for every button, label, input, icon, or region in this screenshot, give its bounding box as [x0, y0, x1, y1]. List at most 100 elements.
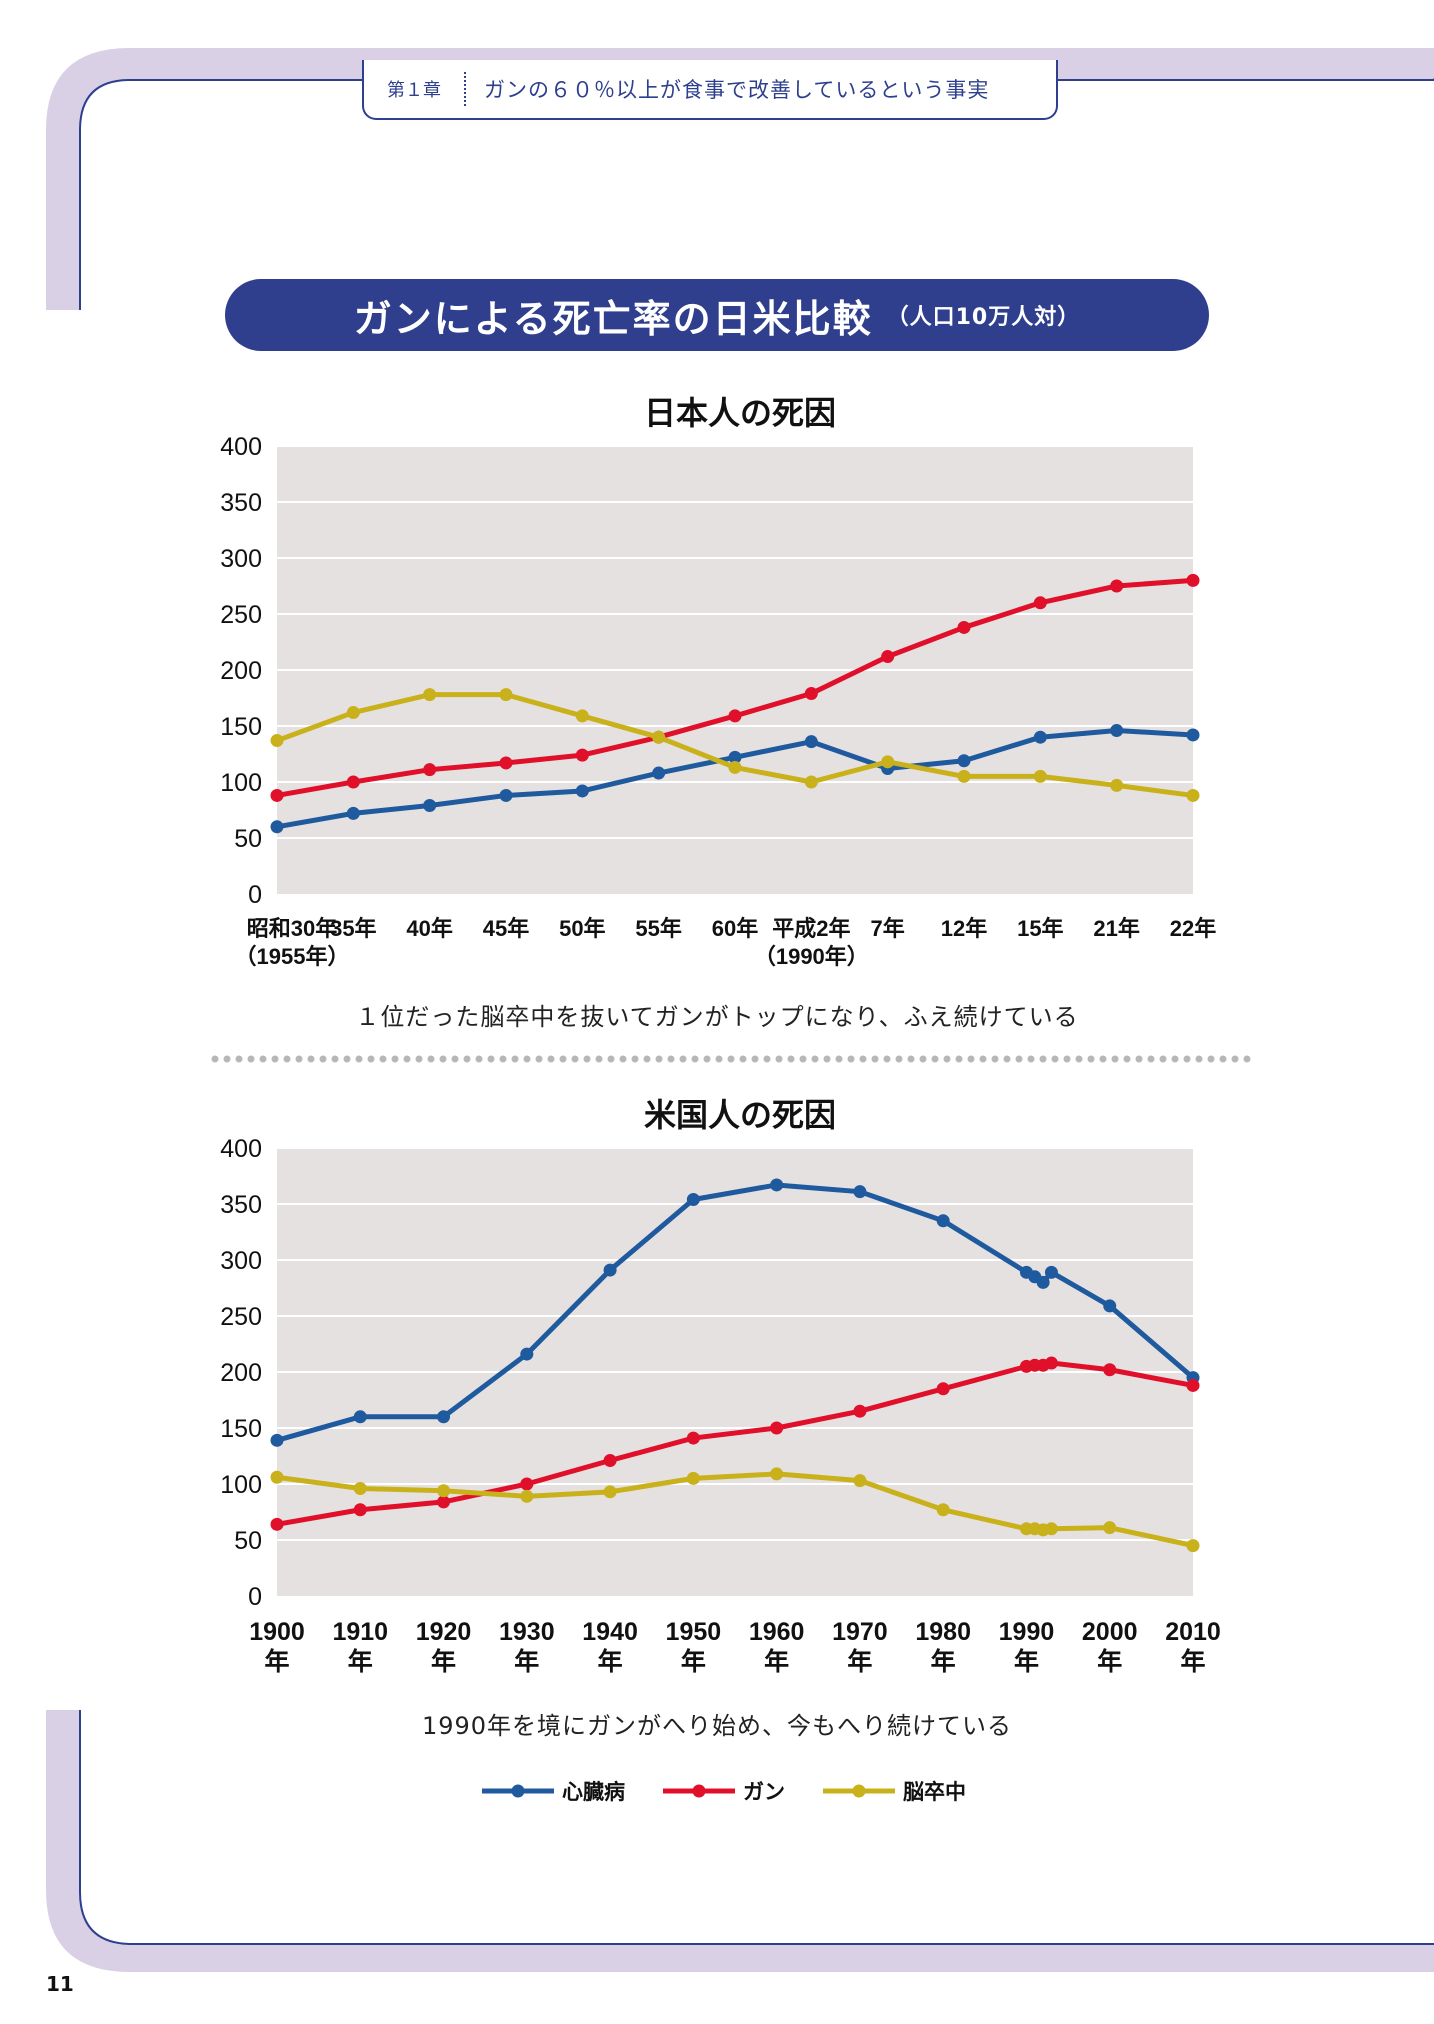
x-tick-label: 1920	[416, 1618, 472, 1646]
data-point-heart	[728, 750, 742, 764]
x-tick-label: 1960	[749, 1618, 805, 1646]
data-point-cancer	[270, 1517, 284, 1531]
x-tick-label: 40年	[406, 916, 452, 941]
data-point-stroke	[499, 688, 513, 702]
data-point-cancer	[423, 763, 437, 777]
data-point-cancer	[575, 748, 589, 762]
banner-title: ガンによる死亡率の日米比較	[353, 296, 873, 341]
data-point-heart	[270, 820, 284, 834]
x-tick-label: 21年	[1093, 916, 1139, 941]
data-point-cancer	[770, 1421, 784, 1435]
data-point-stroke	[881, 755, 895, 769]
chapter-separator	[464, 72, 466, 106]
data-point-stroke	[1186, 788, 1200, 802]
data-point-heart	[603, 1263, 617, 1277]
data-point-cancer	[603, 1453, 617, 1467]
y-tick-label: 100	[220, 1471, 262, 1499]
data-point-cancer	[881, 650, 895, 664]
x-tick-label: 55年	[635, 916, 681, 941]
x-tick-label: 45年	[483, 916, 529, 941]
data-point-cancer	[804, 687, 818, 701]
data-point-heart	[1044, 1265, 1058, 1279]
frame-top-line	[79, 79, 362, 131]
chapter-header: 第１章 ガンの６０％以上が食事で改善しているという事実	[362, 60, 1058, 120]
data-point-heart	[652, 766, 666, 780]
data-point-heart	[1110, 723, 1124, 737]
x-tick-label: 1980	[915, 1618, 971, 1646]
data-point-stroke	[1044, 1522, 1058, 1536]
legend-swatch-heart	[482, 1784, 554, 1798]
chart-title: 米国人の死因	[644, 1097, 836, 1133]
y-tick-label: 350	[220, 489, 262, 517]
data-point-stroke	[423, 688, 437, 702]
data-point-stroke	[346, 706, 360, 720]
data-point-cancer	[437, 1495, 451, 1509]
y-tick-label: 250	[220, 1303, 262, 1331]
x-tick-label-line2: （1990年）	[754, 944, 869, 969]
data-point-cancer	[499, 756, 513, 770]
y-tick-label: 350	[220, 1191, 262, 1219]
data-point-heart	[270, 1433, 284, 1447]
data-point-stroke	[1103, 1521, 1117, 1535]
section-divider	[211, 1055, 1259, 1063]
frame-bottom-left	[46, 1710, 1434, 1972]
data-point-stroke	[520, 1489, 534, 1503]
x-tick-label-line2: 年	[1180, 1647, 1205, 1676]
data-point-heart	[520, 1347, 534, 1361]
y-tick-label: 250	[220, 601, 262, 629]
data-point-heart	[936, 1214, 950, 1228]
data-point-heart	[1103, 1299, 1117, 1313]
data-point-stroke	[437, 1484, 451, 1498]
x-tick-label: 1940	[582, 1618, 638, 1646]
legend-swatch-stroke	[823, 1784, 895, 1798]
x-tick-label: 1910	[332, 1618, 388, 1646]
y-tick-label: 100	[220, 769, 262, 797]
legend-swatch-cancer	[663, 1784, 735, 1798]
y-tick-label: 200	[220, 657, 262, 685]
legend-label: 心臓病	[562, 1780, 625, 1804]
x-tick-label-line2: 年	[348, 1647, 373, 1676]
x-tick-label-line2: 年	[1097, 1647, 1122, 1676]
y-tick-label: 50	[234, 1527, 262, 1555]
banner-subtitle: （人口10万人対）	[886, 305, 1081, 330]
data-point-heart	[499, 788, 513, 802]
data-point-cancer	[346, 775, 360, 789]
x-tick-label: 1930	[499, 1618, 555, 1646]
y-tick-label: 0	[248, 881, 262, 909]
data-point-stroke	[652, 730, 666, 744]
data-point-heart	[1036, 1275, 1050, 1289]
data-point-stroke	[728, 760, 742, 774]
data-point-cancer	[1186, 573, 1200, 587]
data-point-heart	[686, 1193, 700, 1207]
chapter-title: ガンの６０％以上が食事で改善しているという事実	[484, 78, 990, 102]
page-number: 11	[46, 1972, 74, 1996]
data-point-stroke	[804, 775, 818, 789]
x-tick-label: 7年	[871, 916, 905, 941]
data-point-cancer	[957, 620, 971, 634]
x-tick-label: 35年	[330, 916, 376, 941]
x-tick-label-line2: 年	[264, 1647, 289, 1676]
data-point-stroke	[270, 1470, 284, 1484]
data-point-heart	[957, 754, 971, 768]
x-tick-label: 22年	[1170, 916, 1216, 941]
data-point-stroke	[936, 1503, 950, 1517]
y-tick-label: 0	[248, 1583, 262, 1611]
x-tick-label: 1990	[999, 1618, 1055, 1646]
data-point-stroke	[575, 709, 589, 723]
legend-item-cancer: ガン	[661, 1776, 785, 1806]
data-point-stroke	[686, 1471, 700, 1485]
x-tick-label-line2: 年	[931, 1647, 956, 1676]
data-point-stroke	[603, 1485, 617, 1499]
japan-chart: 日本人の死因 0 50 100 150 200 250 300 350 400 昭和30年 （1955…	[220, 395, 1216, 969]
x-tick-label: 50年	[559, 916, 605, 941]
y-tick-label: 400	[220, 433, 262, 461]
data-point-stroke	[853, 1474, 867, 1488]
data-point-heart	[1033, 730, 1047, 744]
data-point-heart	[346, 806, 360, 820]
data-point-cancer	[1110, 579, 1124, 593]
data-point-cancer	[1103, 1363, 1117, 1377]
x-tick-label-line2: 年	[764, 1647, 789, 1676]
data-point-heart	[575, 784, 589, 798]
y-tick-label: 200	[220, 1359, 262, 1387]
x-tick-label-line2: 年	[681, 1647, 706, 1676]
